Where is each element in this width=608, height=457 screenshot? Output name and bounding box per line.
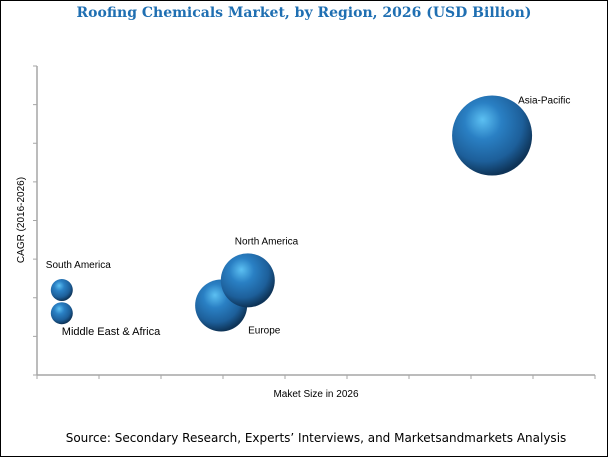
bubble-label-middle-east-africa: Middle East & Africa — [62, 326, 161, 338]
bubble-middle-east-africa — [50, 302, 73, 325]
bubble-south-america — [50, 279, 73, 302]
chart-title: Roofing Chemicals Market, by Region, 202… — [77, 5, 532, 21]
bubble-label-north-america: North America — [235, 236, 299, 247]
bubble-label-south-america: South America — [46, 260, 111, 271]
source-note: Source: Secondary Research, Experts’ Int… — [66, 431, 567, 445]
axes — [33, 65, 596, 379]
bubbles — [50, 95, 533, 332]
y-axis-title: CAGR (2016-2026) — [16, 177, 27, 263]
bubble-labels: South America Middle East & Africa Europe N… — [46, 96, 571, 339]
bubble-asia-pacific — [452, 95, 533, 176]
bubble-label-europe: Europe — [248, 325, 281, 336]
x-axis-title: Maket Size in 2026 — [273, 389, 358, 400]
bubble-label-asia-pacific: Asia-Pacific — [518, 96, 570, 107]
bubble-north-america — [220, 253, 275, 308]
